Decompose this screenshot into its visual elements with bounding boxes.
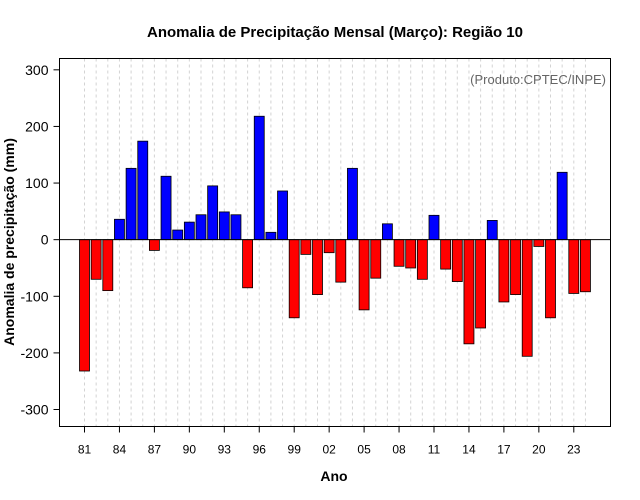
y-tick-label: 300: [25, 62, 49, 78]
x-tick-label: 05: [357, 443, 371, 457]
x-tick-label: 08: [392, 443, 406, 457]
x-tick-label: 14: [462, 443, 476, 457]
plot-frame: [59, 58, 611, 427]
x-tick-label: 87: [148, 443, 162, 457]
bar-2018: [510, 239, 521, 295]
bar-1996: [253, 115, 265, 241]
x-tick-label: 20: [532, 443, 546, 457]
chart-title: Anomalia de Precipitação Mensal (Março):…: [147, 24, 523, 41]
bar-2011: [428, 214, 440, 241]
bar-1999: [288, 239, 300, 319]
bar-1989: [172, 229, 184, 241]
bar-2021: [545, 239, 556, 319]
bar-2001: [312, 239, 323, 295]
bar-2002: [323, 239, 335, 254]
bar-2023: [568, 239, 580, 294]
bar-1997: [265, 231, 277, 241]
vertical-grid: [84, 58, 586, 427]
x-tick-label: 99: [288, 443, 302, 457]
x-tick-label: 23: [567, 443, 581, 457]
bar-2022: [556, 171, 568, 241]
bar-2004: [347, 167, 358, 241]
bar-1990: [183, 221, 195, 241]
bar-1984: [114, 218, 125, 241]
bar-1985: [125, 167, 137, 241]
bar-2020: [533, 239, 545, 247]
bar-2012: [440, 239, 452, 270]
bar-2005: [358, 239, 370, 311]
bar-1994: [230, 214, 242, 241]
y-tick-label: -300: [20, 402, 48, 418]
bar-1992: [207, 185, 219, 241]
x-tick-label: 17: [497, 443, 511, 457]
x-tick-label: 81: [78, 443, 92, 457]
bar-2015: [475, 239, 487, 329]
bar-2006: [370, 239, 382, 279]
x-tick-label: 84: [113, 443, 127, 457]
bar-1987: [148, 239, 160, 251]
bar-1988: [160, 175, 172, 241]
x-tick-label: 93: [218, 443, 232, 457]
x-tick-label: 02: [322, 443, 336, 457]
x-tick-label: 90: [183, 443, 197, 457]
bar-1998: [277, 190, 288, 241]
bar-1995: [242, 239, 254, 289]
bar-2009: [405, 239, 417, 269]
bar-series: [79, 115, 591, 372]
bar-2016: [486, 220, 498, 241]
y-tick-label: 100: [25, 175, 49, 191]
bar-2007: [381, 223, 393, 241]
x-axis-label: Ano: [320, 468, 347, 484]
y-tick-label: 0: [41, 232, 49, 248]
x-tick-label: 11: [428, 443, 441, 457]
bar-2013: [451, 239, 463, 282]
bar-2017: [498, 239, 510, 303]
bar-2019: [521, 239, 533, 357]
bar-1993: [218, 211, 230, 241]
y-axis: -300 -200 -100 0 100 200 300: [20, 62, 60, 418]
bar-2003: [335, 239, 347, 283]
bar-1991: [195, 214, 207, 241]
bar-1986: [137, 140, 149, 241]
source-annotation: (Produto:CPTEC/INPE): [470, 72, 606, 87]
y-tick-label: -100: [20, 288, 48, 304]
y-axis-label: Anomalia de precipitação (mm): [1, 138, 17, 346]
bar-2024: [580, 239, 591, 293]
bar-2008: [393, 239, 405, 267]
bar-2014: [463, 239, 475, 345]
bar-1982: [90, 239, 102, 280]
y-tick-label: -200: [20, 345, 48, 361]
bar-1983: [102, 239, 114, 292]
x-tick-label: 96: [253, 443, 267, 457]
bar-1981: [79, 239, 90, 372]
bar-2000: [300, 239, 312, 255]
bar-2010: [416, 239, 428, 280]
y-tick-label: 200: [25, 118, 49, 134]
x-axis: 81 84 87 90 93 96 99 02 05 08 11 14 17 20 23: [78, 426, 581, 457]
